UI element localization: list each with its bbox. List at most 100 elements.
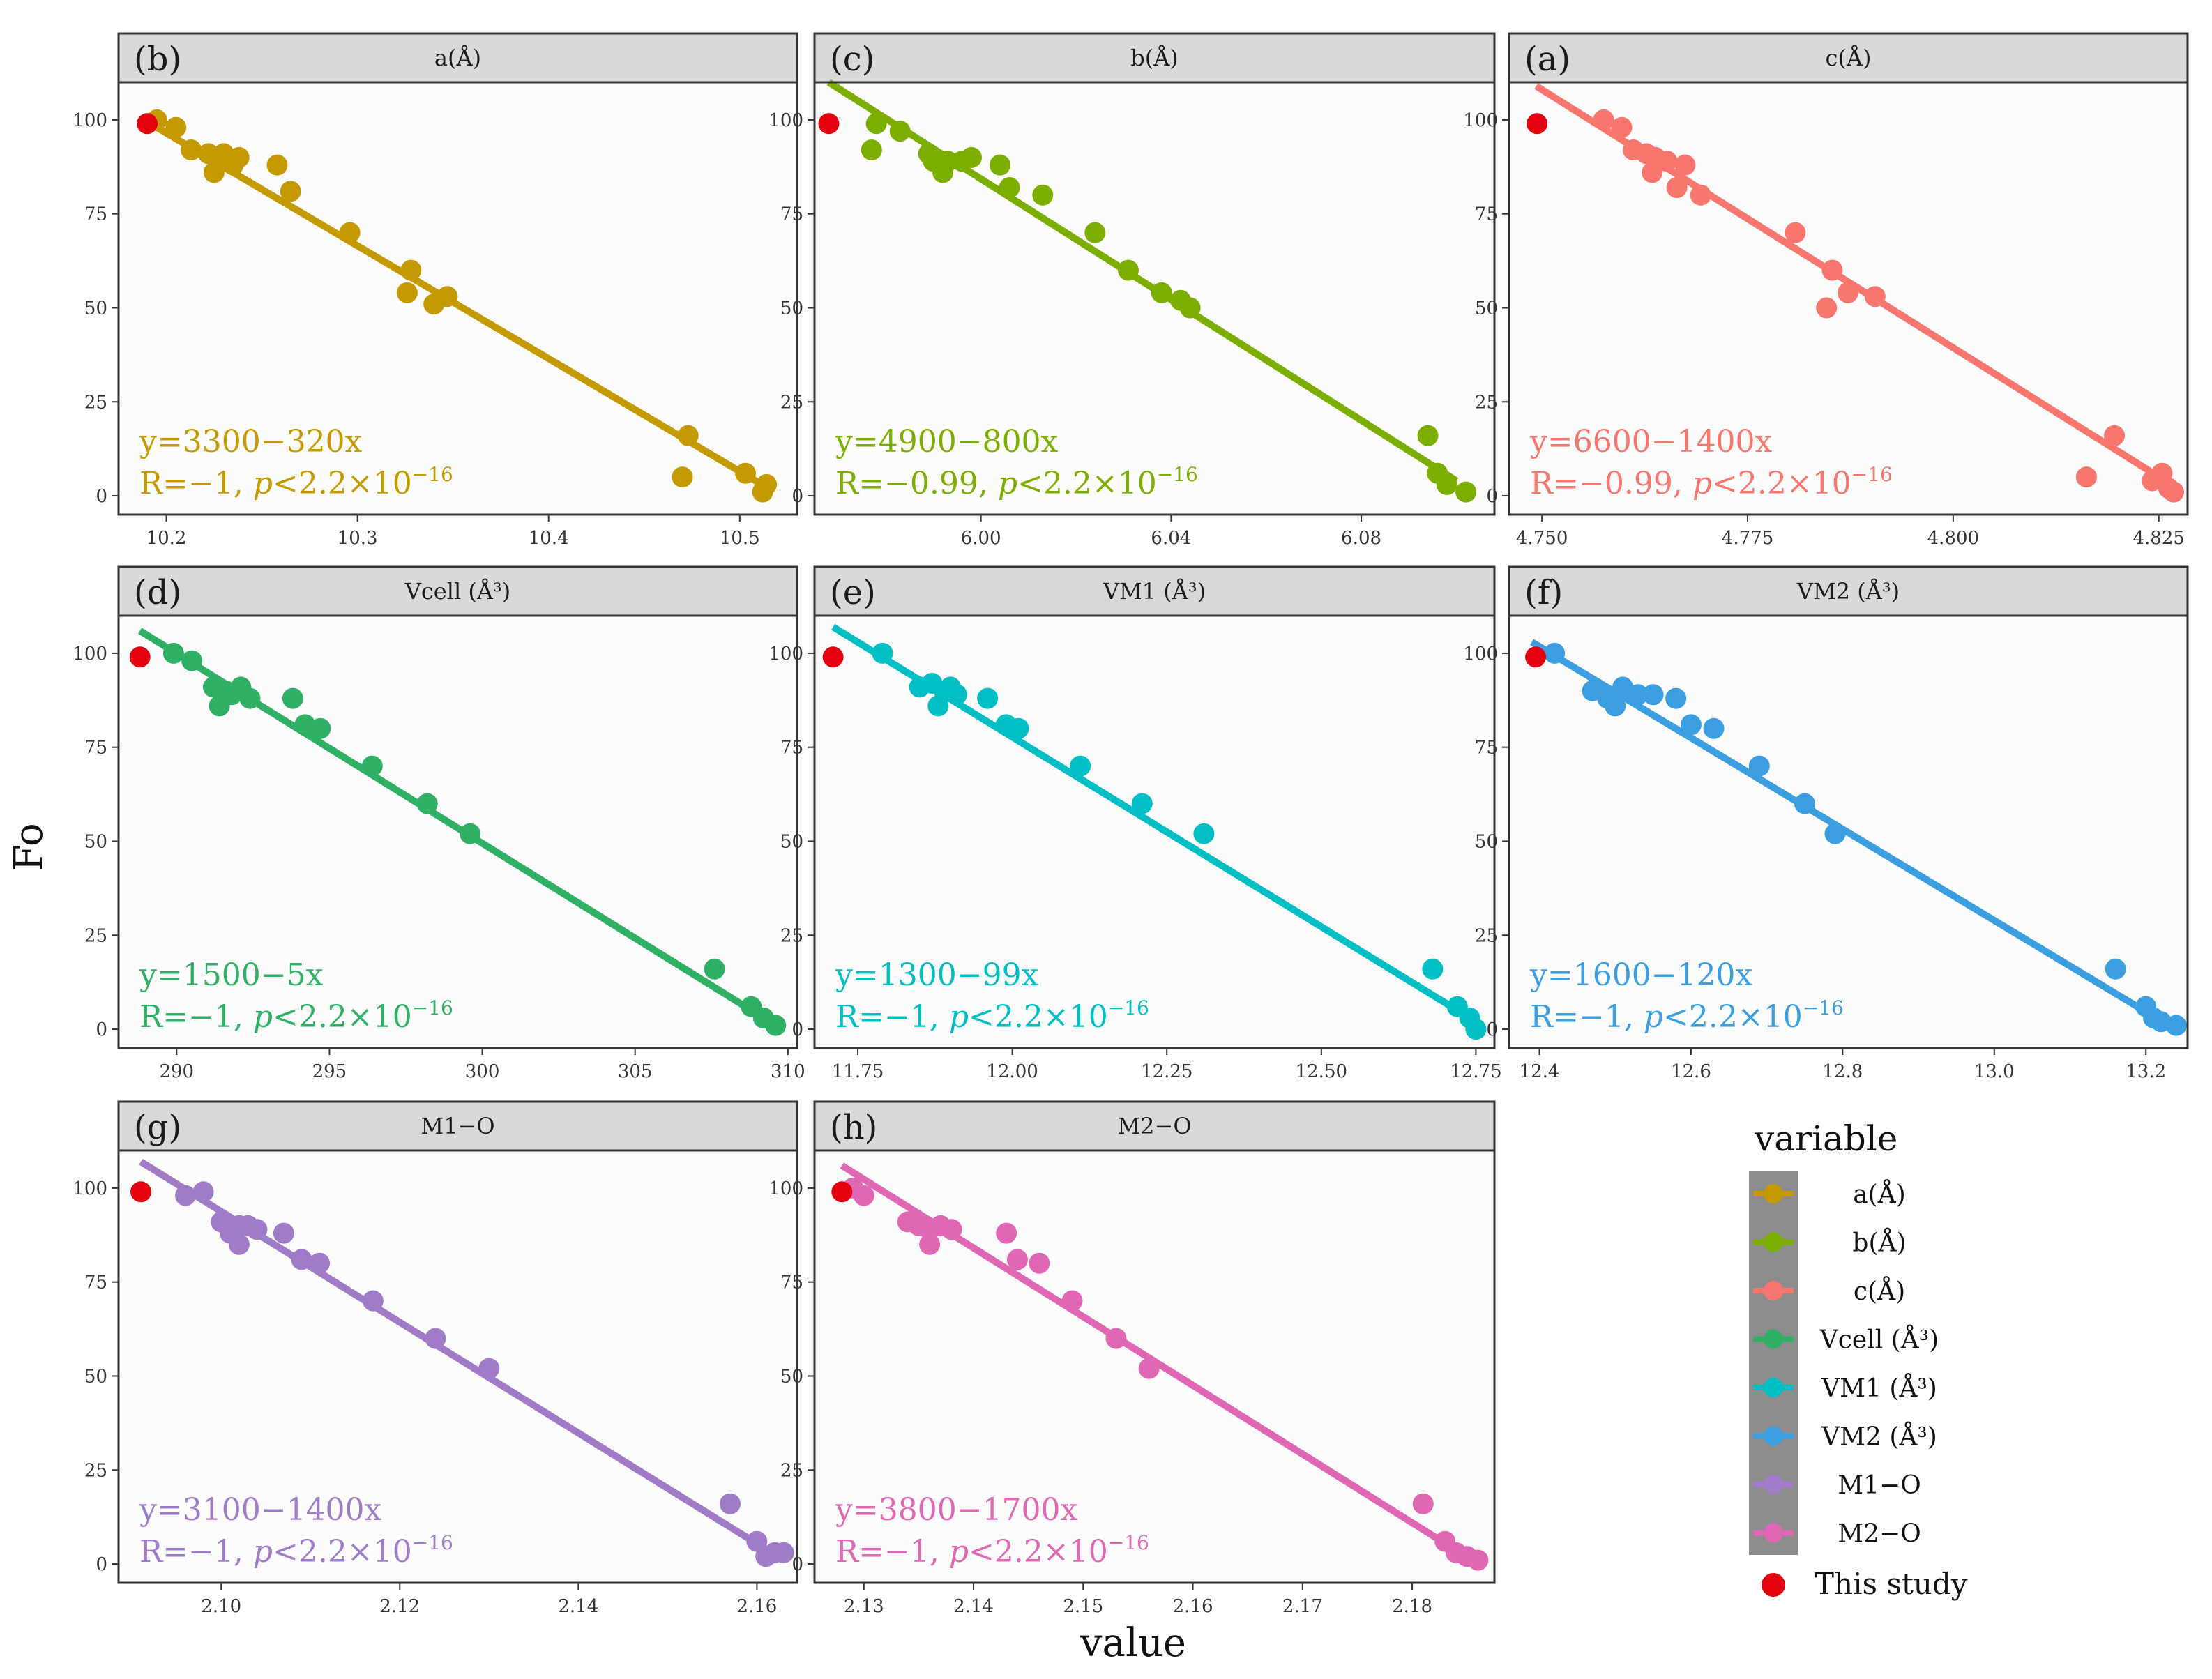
data-point — [362, 1290, 384, 1312]
y-tick-label: 0 — [791, 486, 803, 507]
data-point — [1008, 717, 1029, 739]
data-point — [999, 176, 1020, 198]
legend-item-label: M2−O — [1838, 1520, 1921, 1549]
x-tick-label: 310 — [771, 1061, 805, 1082]
regression-equation: y=3300−320x — [139, 424, 363, 459]
data-point — [400, 259, 422, 281]
data-point — [1179, 297, 1201, 319]
panels: (b) a(Å) 0 25 50 75 100 10.2 10.3 10.4 10.5 y=3300−… — [73, 32, 2189, 1617]
data-point — [1821, 259, 1843, 281]
strip-background — [813, 32, 1496, 84]
x-tick-label: 6.04 — [1151, 528, 1191, 549]
legend-item-label: b(Å) — [1852, 1229, 1906, 1258]
data-point — [853, 1185, 874, 1206]
y-tick-label: 0 — [96, 1019, 107, 1040]
data-point — [2162, 481, 2184, 503]
panel: (d) Vcell (Å³) 0 25 50 75 100 290 295 300 305 310 y=… — [73, 565, 805, 1082]
data-point — [2165, 1015, 2187, 1036]
x-tick-label: 12.4 — [1520, 1061, 1560, 1082]
data-point — [1138, 1358, 1160, 1379]
regression-stats: R=−1, p<2.2×10−16 — [139, 1531, 453, 1570]
legend-title: variable — [1754, 1118, 1897, 1159]
regression-equation: y=3100−1400x — [139, 1492, 382, 1528]
data-point — [756, 473, 778, 495]
x-tick-label: 10.2 — [146, 528, 187, 549]
data-point — [1824, 823, 1846, 844]
data-point — [872, 642, 893, 664]
regression-stats: R=−0.99, p<2.2×10−16 — [835, 463, 1198, 501]
legend-this-study-dot — [1762, 1573, 1785, 1597]
data-point — [1467, 1549, 1489, 1571]
data-point — [181, 650, 203, 671]
data-point — [1816, 297, 1838, 319]
y-tick-label: 75 — [84, 204, 107, 225]
panel: (f) VM2 (Å³) 0 25 50 75 100 12.4 12.6 12.8 13.0 13.… — [1463, 565, 2189, 1082]
data-point — [1105, 1328, 1127, 1349]
panel-title: M1−O — [421, 1113, 494, 1139]
data-point — [677, 425, 699, 446]
data-point — [889, 121, 911, 142]
x-tick-label: 10.4 — [529, 528, 569, 549]
regression-equation: y=1600−120x — [1529, 957, 1753, 993]
y-tick-label: 0 — [96, 486, 107, 507]
data-point — [996, 1222, 1017, 1244]
data-point — [1436, 473, 1457, 495]
y-tick-label: 25 — [1475, 925, 1498, 946]
data-point — [282, 687, 303, 709]
regression-equation: y=1300−99x — [835, 957, 1039, 993]
y-tick-label: 0 — [1486, 1019, 1498, 1040]
y-tick-label: 75 — [780, 1272, 803, 1293]
plot-border — [813, 1149, 1496, 1584]
data-point — [2104, 425, 2126, 446]
x-tick-label: 2.16 — [736, 1596, 777, 1617]
panel: (b) a(Å) 0 25 50 75 100 10.2 10.3 10.4 10.5 y=3300−… — [73, 32, 798, 549]
y-tick-label: 25 — [84, 392, 107, 413]
y-tick-label: 25 — [780, 392, 803, 413]
data-point — [309, 1252, 331, 1274]
legend-key-dot — [1764, 1378, 1783, 1397]
y-tick-label: 75 — [1475, 204, 1498, 225]
data-point — [162, 642, 184, 664]
this-study-point — [1525, 646, 1547, 668]
regression-stats: R=−1, p<2.2×10−16 — [139, 996, 453, 1035]
data-point — [919, 1233, 941, 1255]
data-point — [1666, 176, 1688, 198]
regression-stats: R=−1, p<2.2×10−16 — [835, 1531, 1149, 1570]
panel-tag: (c) — [830, 40, 874, 79]
data-point — [1690, 184, 1711, 206]
legend-item-label: VM1 (Å³) — [1821, 1374, 1937, 1403]
data-point — [273, 1222, 294, 1244]
plot-border — [117, 1149, 798, 1584]
x-tick-label: 300 — [465, 1061, 500, 1082]
y-tick-label: 25 — [84, 925, 107, 946]
y-tick-label: 50 — [1475, 298, 1498, 319]
plot-border — [117, 614, 798, 1049]
y-tick-label: 50 — [780, 831, 803, 852]
data-point — [1006, 1249, 1028, 1270]
strip-background — [1508, 565, 2189, 617]
y-tick-label: 50 — [84, 1366, 107, 1387]
data-point — [1837, 282, 1858, 303]
data-point — [1417, 425, 1439, 446]
y-tick-label: 0 — [1486, 486, 1498, 507]
y-tick-label: 75 — [84, 1272, 107, 1293]
y-tick-label: 100 — [73, 1178, 107, 1199]
strip-background — [1508, 32, 2189, 84]
x-tick-label: 12.8 — [1822, 1061, 1863, 1082]
data-point — [1032, 184, 1054, 206]
x-tick-label: 290 — [159, 1061, 194, 1082]
data-point — [865, 113, 887, 135]
data-point — [361, 755, 383, 777]
data-point — [291, 1249, 312, 1270]
y-tick-label: 50 — [780, 1366, 803, 1387]
plot-border — [813, 614, 1496, 1049]
data-point — [239, 687, 261, 709]
y-tick-label: 0 — [791, 1554, 803, 1575]
y-tick-label: 50 — [84, 298, 107, 319]
data-point — [181, 139, 202, 161]
legend-key-dot — [1764, 1329, 1783, 1349]
plot-border — [813, 81, 1496, 516]
x-tick-label: 4.750 — [1516, 528, 1568, 549]
panel-title: c(Å) — [1826, 45, 1872, 71]
